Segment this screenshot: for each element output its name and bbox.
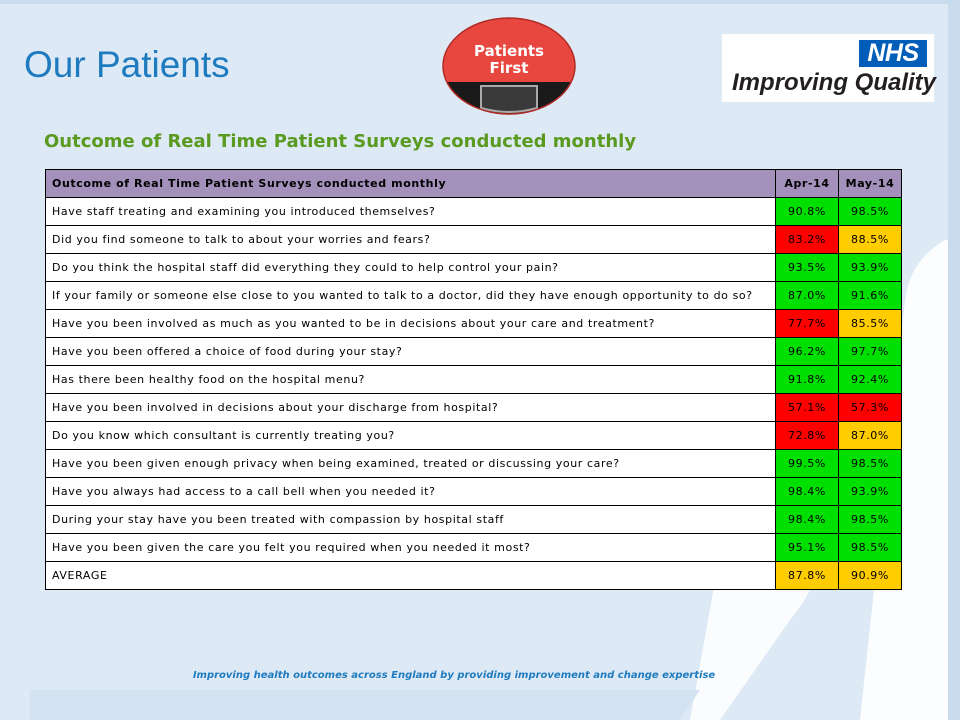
- row-apr-value: 95.1%: [775, 533, 839, 562]
- row-question: Has there been healthy food on the hospi…: [45, 365, 776, 394]
- row-question: Have you been offered a choice of food d…: [45, 337, 776, 366]
- row-apr-value: 77.7%: [775, 309, 839, 338]
- page-title: Our Patients: [24, 44, 230, 85]
- row-apr-value: 72.8%: [775, 421, 839, 450]
- row-question: Did you find someone to talk to about yo…: [45, 225, 776, 254]
- section-subtitle: Outcome of Real Time Patient Surveys con…: [44, 131, 637, 152]
- table-row: AVERAGE 87.8% 90.9%: [45, 561, 902, 590]
- patients-first-logo: Patients First: [441, 16, 577, 116]
- row-apr-value: 57.1%: [775, 393, 839, 422]
- nhs-badge: NHS: [859, 40, 927, 67]
- table-row: Have you been offered a choice of food d…: [45, 337, 902, 366]
- row-apr-value: 87.8%: [775, 561, 839, 590]
- row-may-value: 87.0%: [838, 421, 902, 450]
- row-may-value: 90.9%: [838, 561, 902, 590]
- row-question: Do you know which consultant is currentl…: [45, 421, 776, 450]
- row-may-value: 98.5%: [838, 533, 902, 562]
- table-row: Do you think the hospital staff did ever…: [45, 253, 902, 282]
- row-may-value: 85.5%: [838, 309, 902, 338]
- row-apr-value: 90.8%: [775, 197, 839, 226]
- header-apr: Apr-14: [775, 169, 839, 198]
- header-may: May-14: [838, 169, 902, 198]
- row-may-value: 93.9%: [838, 477, 902, 506]
- row-may-value: 88.5%: [838, 225, 902, 254]
- row-question: Do you think the hospital staff did ever…: [45, 253, 776, 282]
- row-may-value: 97.7%: [838, 337, 902, 366]
- row-question: Have you been involved in decisions abou…: [45, 393, 776, 422]
- footer-tagline: Improving health outcomes across England…: [192, 670, 716, 681]
- logo-line2: First: [489, 59, 529, 77]
- survey-table: Outcome of Real Time Patient Surveys con…: [45, 169, 902, 590]
- row-may-value: 98.5%: [838, 505, 902, 534]
- row-apr-value: 99.5%: [775, 449, 839, 478]
- row-question: Have staff treating and examining you in…: [45, 197, 776, 226]
- row-apr-value: 98.4%: [775, 505, 839, 534]
- table-row: Did you find someone to talk to about yo…: [45, 225, 902, 254]
- row-apr-value: 83.2%: [775, 225, 839, 254]
- row-may-value: 92.4%: [838, 365, 902, 394]
- header-question: Outcome of Real Time Patient Surveys con…: [45, 169, 776, 198]
- nhs-tagline: Improving Quality: [732, 69, 937, 96]
- row-question: AVERAGE: [45, 561, 776, 590]
- row-may-value: 91.6%: [838, 281, 902, 310]
- row-apr-value: 98.4%: [775, 477, 839, 506]
- table-row: If your family or someone else close to …: [45, 281, 902, 310]
- table-row: Do you know which consultant is currentl…: [45, 421, 902, 450]
- row-apr-value: 91.8%: [775, 365, 839, 394]
- table-header-row: Outcome of Real Time Patient Surveys con…: [45, 169, 902, 198]
- nhs-logo: NHS Improving Quality: [722, 34, 937, 102]
- table-row: Have you been given enough privacy when …: [45, 449, 902, 478]
- table-row: During your stay have you been treated w…: [45, 505, 902, 534]
- row-may-value: 93.9%: [838, 253, 902, 282]
- table-row: Have you been involved as much as you wa…: [45, 309, 902, 338]
- table-row: Have you been involved in decisions abou…: [45, 393, 902, 422]
- patients-first-emblem-icon: [442, 17, 576, 115]
- row-may-value: 98.5%: [838, 449, 902, 478]
- row-apr-value: 87.0%: [775, 281, 839, 310]
- logo-line1: Patients: [474, 42, 544, 60]
- table-row: Have you been given the care you felt yo…: [45, 533, 902, 562]
- table-row: Have you always had access to a call bel…: [45, 477, 902, 506]
- row-question: Have you always had access to a call bel…: [45, 477, 776, 506]
- row-question: Have you been involved as much as you wa…: [45, 309, 776, 338]
- table-row: Have staff treating and examining you in…: [45, 197, 902, 226]
- row-apr-value: 96.2%: [775, 337, 839, 366]
- row-apr-value: 93.5%: [775, 253, 839, 282]
- row-question: If your family or someone else close to …: [45, 281, 776, 310]
- row-question: Have you been given enough privacy when …: [45, 449, 776, 478]
- row-may-value: 57.3%: [838, 393, 902, 422]
- table-row: Has there been healthy food on the hospi…: [45, 365, 902, 394]
- row-question: Have you been given the care you felt yo…: [45, 533, 776, 562]
- row-question: During your stay have you been treated w…: [45, 505, 776, 534]
- row-may-value: 98.5%: [838, 197, 902, 226]
